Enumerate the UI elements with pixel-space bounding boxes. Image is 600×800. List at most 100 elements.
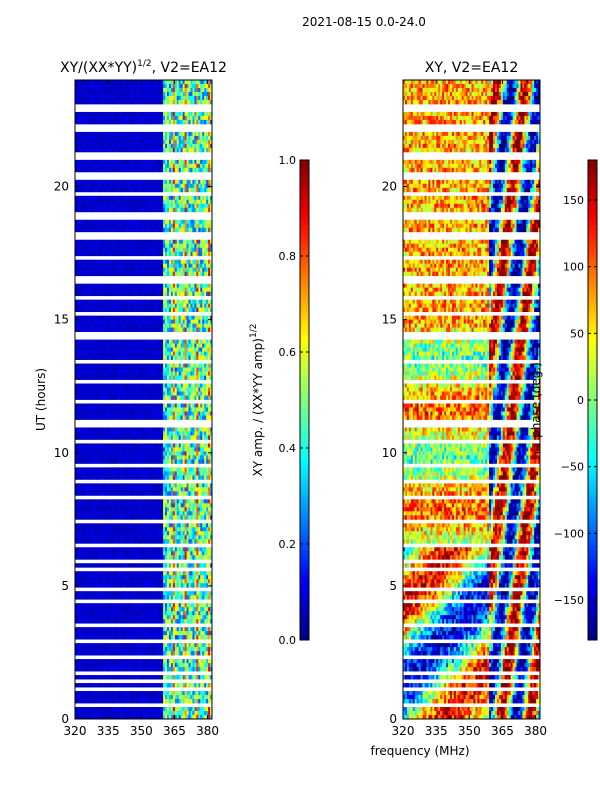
- heatmap-cell: [129, 227, 133, 233]
- heatmap-cell: [129, 119, 133, 125]
- heatmap-cell: [196, 167, 199, 173]
- heatmap-cell: [102, 147, 105, 153]
- heatmap-cell: [137, 291, 140, 297]
- heatmap-cell: [168, 179, 172, 185]
- heatmap-cell: [116, 247, 119, 253]
- heatmap-cell: [192, 223, 195, 229]
- heatmap-cell: [163, 223, 166, 229]
- heatmap-cell: [172, 227, 176, 233]
- heatmap-cell: [198, 115, 201, 121]
- heatmap-cell: [165, 187, 168, 193]
- heatmap-cell: [176, 267, 180, 273]
- heatmap-cell: [184, 163, 187, 169]
- heatmap-cell: [118, 243, 121, 249]
- heatmap-cell: [98, 183, 101, 189]
- heatmap-cell: [180, 283, 184, 289]
- heatmap-cell: [133, 271, 137, 277]
- heatmap-cell: [76, 287, 80, 293]
- heatmap-cell: [100, 135, 103, 141]
- heatmap-cell: [166, 247, 170, 253]
- heatmap-cell: [188, 95, 191, 101]
- heatmap-cell: [174, 187, 178, 193]
- heatmap-cell: [92, 227, 95, 233]
- heatmap-cell: [80, 179, 84, 185]
- heatmap-cell: [166, 159, 170, 165]
- heatmap-cell: [76, 167, 80, 173]
- heatmap-cell: [98, 207, 101, 213]
- heatmap-cell: [182, 263, 185, 269]
- heatmap-cell: [159, 283, 162, 289]
- heatmap-cell: [170, 207, 174, 213]
- heatmap-cell: [168, 131, 172, 137]
- heatmap-cell: [159, 163, 162, 169]
- heatmap-cell: [106, 223, 109, 229]
- heatmap-cell: [151, 239, 154, 245]
- heatmap-cell: [102, 195, 105, 201]
- heatmap-cell: [100, 91, 103, 97]
- heatmap-cell: [96, 167, 99, 173]
- heatmap-cell: [98, 299, 101, 305]
- heatmap-cell: [210, 299, 213, 305]
- heatmap-cell: [75, 83, 78, 89]
- heatmap-cell: [141, 303, 144, 309]
- heatmap-cell: [190, 203, 193, 209]
- heatmap-cell: [157, 99, 160, 105]
- heatmap-cell: [141, 147, 144, 153]
- heatmap-cell: [135, 83, 139, 89]
- heatmap-cell: [208, 283, 211, 289]
- heatmap-cell: [178, 199, 182, 205]
- heatmap-cell: [166, 303, 170, 309]
- heatmap-cell: [90, 183, 94, 189]
- heatmap-cell: [204, 283, 207, 289]
- heatmap-cell: [98, 147, 101, 153]
- heatmap-cell: [127, 143, 131, 149]
- heatmap-cell: [198, 183, 201, 189]
- heatmap-cell: [196, 207, 199, 213]
- heatmap-cell: [186, 227, 189, 233]
- heatmap-cell: [123, 80, 127, 85]
- heatmap-cell: [123, 135, 127, 141]
- heatmap-cell: [166, 115, 170, 121]
- heatmap-cell: [80, 147, 84, 153]
- heatmap-cell: [76, 87, 80, 93]
- heatmap-cell: [174, 99, 178, 105]
- heatmap-cell: [143, 111, 146, 117]
- heatmap-cell: [114, 147, 117, 153]
- heatmap-cell: [165, 207, 168, 213]
- heatmap-cell: [135, 179, 139, 185]
- heatmap-cell: [196, 87, 199, 93]
- heatmap-cell: [114, 95, 117, 101]
- heatmap-cell: [161, 115, 164, 121]
- heatmap-cell: [192, 115, 195, 121]
- heatmap-cell: [102, 219, 105, 225]
- heatmap-cell: [121, 131, 125, 137]
- heatmap-cell: [168, 139, 172, 145]
- heatmap-cell: [121, 251, 125, 257]
- heatmap-cell: [133, 187, 137, 193]
- heatmap-cell: [143, 195, 146, 201]
- heatmap-cell: [86, 287, 90, 293]
- heatmap-cell: [192, 83, 195, 89]
- heatmap-cell: [76, 139, 80, 145]
- heatmap-cell: [137, 187, 140, 193]
- heatmap-cell: [180, 83, 184, 89]
- heatmap-cell: [78, 95, 82, 101]
- heatmap-cell: [118, 271, 121, 277]
- heatmap-cell: [106, 179, 109, 185]
- heatmap-cell: [131, 203, 135, 209]
- heatmap-cell: [147, 135, 150, 141]
- heatmap-cell: [147, 219, 150, 225]
- heatmap-cell: [141, 91, 144, 97]
- heatmap-cell: [112, 147, 115, 153]
- heatmap-cell: [174, 207, 178, 213]
- heatmap-cell: [161, 207, 164, 213]
- heatmap-cell: [176, 115, 180, 121]
- heatmap-cell: [135, 271, 139, 277]
- heatmap-cell: [131, 199, 135, 205]
- heatmap-cell: [161, 163, 164, 169]
- heatmap-cell: [104, 119, 107, 125]
- heatmap-cell: [208, 195, 211, 201]
- heatmap-cell: [151, 195, 154, 201]
- heatmap-cell: [206, 263, 209, 269]
- heatmap-cell: [104, 167, 107, 173]
